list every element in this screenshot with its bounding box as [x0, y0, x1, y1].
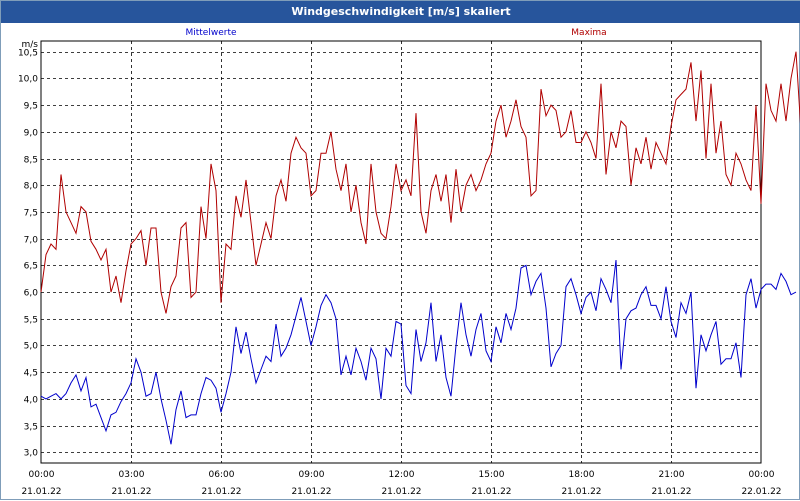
- x-tick-time: 12:00: [389, 470, 415, 480]
- y-tick-label: 5,0: [24, 342, 39, 352]
- x-tick-date: 21.01.22: [471, 487, 511, 497]
- y-tick-label: 4,5: [24, 369, 38, 379]
- x-tick-date: 21.01.22: [111, 487, 151, 497]
- x-tick-date: 21.01.22: [381, 487, 421, 497]
- y-tick-label: 9,5: [24, 102, 38, 112]
- x-tick-time: 09:00: [299, 470, 325, 480]
- x-tick-time: 00:00: [29, 470, 55, 480]
- x-tick-time: 06:00: [209, 470, 235, 480]
- y-tick-label: 6,5: [24, 262, 38, 272]
- y-tick-label: 8,5: [24, 156, 38, 166]
- y-axis-unit: m/s: [22, 40, 39, 50]
- x-tick-date: 21.01.22: [651, 487, 691, 497]
- plot-area: [40, 40, 762, 464]
- x-tick-time: 00:00: [749, 470, 775, 480]
- y-tick-label: 4,0: [24, 396, 39, 406]
- y-tick-label: 8,0: [24, 182, 39, 192]
- y-tick-label: 3,0: [24, 449, 39, 459]
- chart-title: Windgeschwindigkeit [m/s] skaliert: [1, 1, 800, 23]
- series-line-maxima: [40, 51, 800, 314]
- series-line-mittelwerte: [40, 259, 797, 445]
- legend-maxima: Maxima: [571, 28, 606, 38]
- x-tick-date: 22.01.22: [741, 487, 781, 497]
- x-tick-date: 21.01.22: [21, 487, 61, 497]
- x-tick-time: 03:00: [119, 470, 145, 480]
- x-tick-time: 18:00: [569, 470, 595, 480]
- y-tick-label: 10,0: [18, 75, 38, 85]
- y-tick-label: 9,0: [24, 129, 39, 139]
- x-tick-date: 21.01.22: [201, 487, 241, 497]
- x-tick-time: 21:00: [659, 470, 685, 480]
- legend-mittelwerte: Mittelwerte: [185, 28, 236, 38]
- x-tick-date: 21.01.22: [561, 487, 601, 497]
- x-tick-time: 15:00: [479, 470, 505, 480]
- y-tick-label: 10,5: [18, 49, 38, 59]
- y-tick-label: 3,5: [24, 423, 38, 433]
- x-tick-date: 21.01.22: [291, 487, 331, 497]
- y-tick-label: 7,5: [24, 209, 38, 219]
- y-tick-label: 7,0: [24, 236, 39, 246]
- y-tick-label: 6,0: [24, 289, 39, 299]
- y-tick-label: 5,5: [24, 316, 38, 326]
